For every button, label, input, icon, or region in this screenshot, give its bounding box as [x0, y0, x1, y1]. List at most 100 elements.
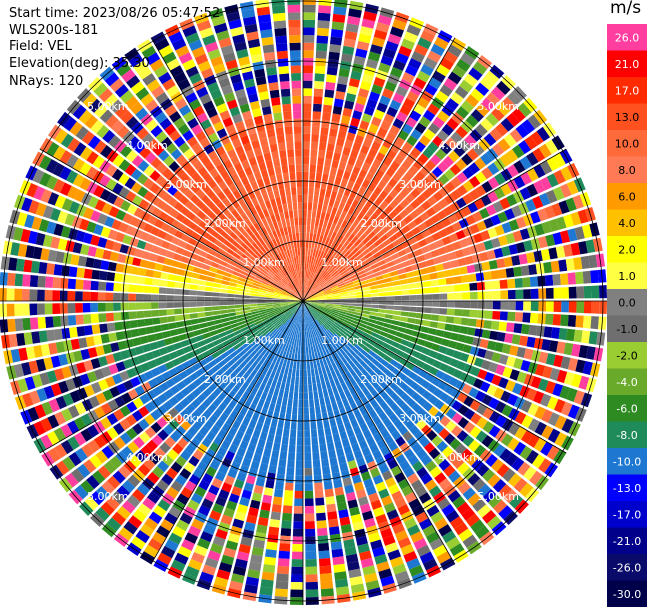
- ray-gate: [303, 35, 315, 43]
- ray-gate: [210, 424, 221, 435]
- ray-gate: [287, 226, 292, 235]
- ray-gate: [242, 307, 251, 311]
- ray-gate: [444, 193, 456, 205]
- ray-gate: [299, 225, 303, 233]
- ray-gate: [108, 206, 120, 218]
- ray-gate: [392, 368, 402, 377]
- ray-gate: [111, 168, 124, 181]
- ray-gate: [484, 350, 494, 361]
- ray-gate: [350, 236, 359, 245]
- ray-gate: [306, 331, 309, 339]
- ray-gate: [244, 331, 253, 339]
- ray-gate: [233, 342, 242, 351]
- range-ring-label: 4.00km: [438, 139, 480, 152]
- ray-gate: [164, 436, 176, 448]
- ray-gate: [350, 583, 365, 594]
- ray-gate: [288, 282, 294, 290]
- ray-gate: [241, 390, 250, 400]
- ray-gate: [259, 311, 267, 316]
- ray-gate: [185, 366, 195, 376]
- ray-gate: [345, 252, 354, 260]
- ray-gate: [554, 432, 568, 447]
- ray-gate: [378, 372, 388, 381]
- ray-gate: [45, 316, 54, 329]
- ray-gate: [330, 313, 338, 318]
- ray-gate: [506, 164, 520, 178]
- ray-gate: [323, 288, 332, 293]
- ray-gate: [435, 263, 444, 272]
- ray-gate: [512, 230, 523, 242]
- ray-gate: [242, 295, 251, 299]
- ray-gate: [542, 365, 553, 379]
- ray-gate: [237, 169, 247, 180]
- ray-gate: [519, 187, 532, 200]
- ray-gate: [486, 515, 502, 530]
- ray-gate: [401, 225, 411, 234]
- ray-gate: [508, 243, 519, 255]
- ray-gate: [294, 279, 299, 287]
- ray-gate: [451, 221, 463, 232]
- ray-gate: [334, 393, 342, 402]
- ray-gate: [288, 233, 293, 242]
- ray-gate: [195, 199, 206, 210]
- ray-gate: [408, 165, 419, 176]
- ray-gate: [312, 256, 317, 265]
- colorbar-swatch: [607, 103, 647, 131]
- ray-gate: [227, 285, 236, 291]
- ray-gate: [132, 469, 146, 482]
- ray-gate: [582, 315, 592, 329]
- ray-gate: [191, 398, 201, 409]
- ray-gate: [553, 152, 566, 168]
- ray-gate: [438, 315, 447, 323]
- ray-gate: [495, 415, 508, 428]
- ray-gate: [136, 239, 147, 250]
- ray-gate: [348, 568, 362, 579]
- ray-gate: [82, 303, 91, 313]
- ray-gate: [265, 302, 273, 305]
- ray-gate: [411, 442, 423, 454]
- ray-gate: [249, 295, 258, 299]
- ray-gate: [185, 331, 195, 339]
- ray-gate: [427, 103, 440, 116]
- ray-gate: [132, 337, 142, 347]
- ray-gate: [330, 311, 339, 317]
- ray-gate: [412, 460, 424, 473]
- ray-gate: [467, 472, 481, 486]
- ray-gate: [490, 320, 500, 331]
- ray-gate: [574, 226, 585, 240]
- ray-gate: [299, 263, 302, 271]
- ray-gate: [179, 397, 191, 408]
- ray-gate: [545, 380, 556, 394]
- ray-gate: [337, 423, 346, 433]
- ray-gate: [131, 536, 146, 550]
- ray-gate: [467, 202, 479, 214]
- ray-gate: [265, 293, 274, 297]
- ray-gate: [147, 491, 161, 504]
- ray-gate: [204, 125, 216, 137]
- ray-gate: [433, 256, 443, 265]
- ray-gate: [160, 323, 170, 332]
- ray-gate: [216, 327, 225, 334]
- ray-gate: [546, 156, 560, 171]
- ray-gate: [454, 443, 467, 456]
- ray-gate: [125, 116, 139, 130]
- ray-gate: [236, 280, 246, 286]
- ray-gate: [527, 361, 538, 374]
- ray-gate: [273, 189, 280, 199]
- ray-gate: [555, 245, 566, 259]
- ray-gate: [244, 584, 258, 594]
- ray-gate: [307, 209, 312, 218]
- ray-gate: [228, 336, 238, 343]
- ray-gate: [191, 272, 200, 279]
- ray-gate: [311, 353, 316, 361]
- ray-gate: [236, 447, 246, 458]
- ray-gate: [425, 207, 437, 218]
- ray-gate: [336, 168, 345, 178]
- ray-gate: [369, 221, 378, 231]
- ray-gate: [191, 246, 201, 255]
- ray-gate: [519, 482, 534, 498]
- ray-gate: [228, 312, 237, 317]
- ray-gate: [331, 259, 339, 267]
- ray-gate: [354, 312, 363, 317]
- ray-gate: [312, 321, 317, 329]
